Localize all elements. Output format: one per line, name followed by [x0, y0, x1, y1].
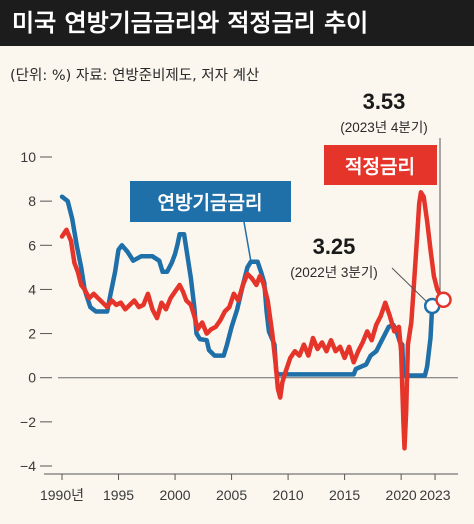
fed-funds-rate-line	[59, 194, 435, 378]
fed-annotation-pointer	[391, 267, 428, 303]
x-tick-label: 2015	[329, 487, 360, 503]
neutral-rate-line	[59, 190, 446, 451]
end-markers	[423, 291, 452, 315]
y-axis: 10 8 6 4 2 0 −2 −4	[20, 149, 52, 474]
legend: 연방기금금리 적정금리	[130, 145, 437, 222]
callout-lines	[243, 138, 441, 303]
y-tick-label: 10	[20, 149, 36, 165]
y-tick-label: 2	[28, 326, 36, 342]
legend-neutral-box	[324, 145, 437, 185]
x-tick-label: 1990년	[40, 487, 84, 503]
x-tick-label: 2023	[419, 487, 450, 503]
fed-callout-line	[243, 221, 252, 263]
neutral-annotation-note: (2023년 4분기)	[340, 120, 428, 135]
legend-fed-box	[130, 181, 291, 222]
legend-fed-label: 연방기금금리	[158, 192, 263, 214]
x-tick-label: 2000	[159, 487, 190, 503]
series-lines	[59, 190, 446, 451]
x-axis: 1990년 1995 2000 2005 2010 2015 2020 2023	[40, 473, 458, 503]
y-tick-label: 4	[28, 281, 36, 297]
y-tick-label: −2	[20, 414, 36, 430]
neutral-annotation-value: 3.53	[363, 89, 406, 114]
x-tick-label: 2010	[273, 487, 304, 503]
y-tick-label: 6	[28, 237, 36, 253]
x-tick-label: 1995	[103, 487, 134, 503]
y-tick-label: −4	[20, 458, 36, 474]
y-tick-label: 8	[28, 193, 36, 209]
chart-title: 미국 연방기금금리와 적정금리 추이	[0, 0, 474, 46]
y-tick-label: 0	[28, 370, 36, 386]
fed-annotation-value: 3.25	[313, 234, 356, 259]
chart-subtitle: (단위: %) 자료: 연방준비제도, 저자 계산	[10, 68, 260, 84]
fed-annotation-note: (2022년 3분기)	[290, 265, 378, 280]
annotations: 3.25 (2022년 3분기) 3.53 (2023년 4분기)	[290, 89, 428, 280]
x-tick-label: 2005	[216, 487, 247, 503]
neutral-end-marker	[435, 291, 452, 309]
legend-neutral-label: 적정금리	[345, 156, 415, 178]
x-tick-label: 2020	[386, 487, 417, 503]
